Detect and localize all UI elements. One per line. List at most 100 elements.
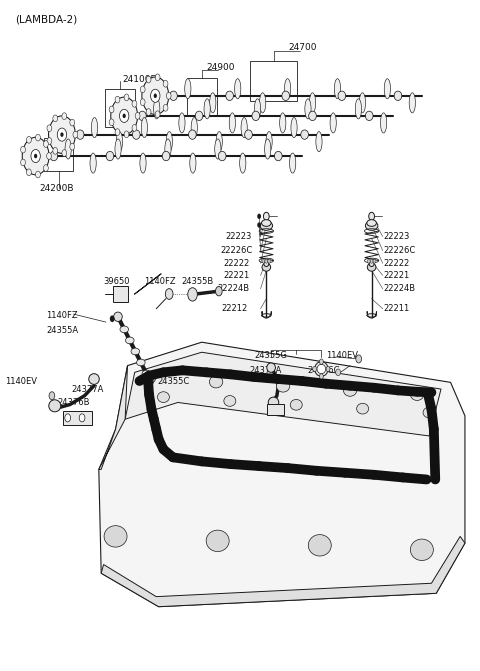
Ellipse shape	[241, 117, 247, 138]
Ellipse shape	[335, 79, 341, 99]
Ellipse shape	[384, 79, 390, 99]
Ellipse shape	[343, 384, 357, 397]
Ellipse shape	[191, 117, 197, 138]
Circle shape	[115, 129, 120, 136]
Circle shape	[47, 153, 51, 160]
Ellipse shape	[179, 113, 185, 133]
Circle shape	[146, 109, 151, 115]
Bar	[113, 286, 128, 303]
Ellipse shape	[262, 263, 271, 271]
Circle shape	[140, 99, 145, 105]
Circle shape	[320, 359, 323, 364]
Ellipse shape	[140, 153, 146, 173]
Circle shape	[31, 150, 40, 162]
Ellipse shape	[285, 79, 291, 99]
Circle shape	[122, 113, 126, 118]
Ellipse shape	[367, 263, 376, 271]
Circle shape	[73, 132, 78, 138]
Ellipse shape	[245, 130, 252, 140]
Circle shape	[22, 138, 49, 174]
Ellipse shape	[142, 370, 151, 377]
Ellipse shape	[409, 93, 415, 113]
Ellipse shape	[166, 132, 172, 152]
Circle shape	[79, 414, 85, 422]
Polygon shape	[125, 352, 441, 436]
Ellipse shape	[266, 132, 272, 152]
Ellipse shape	[367, 219, 376, 226]
Circle shape	[163, 105, 168, 111]
Text: 1140FZ: 1140FZ	[46, 311, 78, 320]
Circle shape	[60, 132, 63, 137]
Ellipse shape	[262, 219, 271, 226]
Ellipse shape	[357, 403, 369, 414]
Circle shape	[26, 169, 31, 176]
Circle shape	[356, 355, 361, 363]
Ellipse shape	[280, 113, 286, 133]
Circle shape	[264, 212, 269, 220]
Ellipse shape	[355, 99, 361, 119]
Circle shape	[166, 93, 171, 99]
Ellipse shape	[104, 525, 127, 547]
Circle shape	[34, 154, 37, 158]
Ellipse shape	[289, 153, 296, 173]
Ellipse shape	[305, 99, 311, 119]
Ellipse shape	[210, 93, 216, 113]
Ellipse shape	[369, 261, 374, 266]
Ellipse shape	[120, 326, 129, 333]
Ellipse shape	[410, 389, 424, 401]
Circle shape	[151, 89, 160, 103]
Ellipse shape	[115, 139, 121, 159]
Circle shape	[188, 288, 197, 301]
Circle shape	[109, 106, 114, 113]
Circle shape	[265, 259, 268, 263]
Text: 22224B: 22224B	[384, 284, 416, 293]
Text: (LAMBDA-2): (LAMBDA-2)	[15, 15, 77, 24]
Text: 24376C: 24376C	[307, 366, 339, 375]
Ellipse shape	[218, 152, 226, 161]
Circle shape	[62, 150, 67, 156]
Text: 24377A: 24377A	[250, 366, 282, 375]
Circle shape	[373, 259, 376, 263]
Ellipse shape	[316, 132, 322, 152]
Text: 22223: 22223	[384, 232, 410, 241]
Ellipse shape	[276, 380, 290, 392]
Text: 24355B: 24355B	[181, 277, 214, 287]
Text: 22211: 22211	[384, 304, 410, 313]
Ellipse shape	[49, 400, 61, 412]
Ellipse shape	[423, 407, 435, 418]
Text: 24200B: 24200B	[39, 184, 73, 193]
Circle shape	[47, 138, 52, 144]
Circle shape	[262, 259, 265, 263]
Text: 22212: 22212	[222, 304, 248, 313]
Circle shape	[165, 289, 173, 299]
Text: 22222: 22222	[223, 259, 250, 268]
Circle shape	[257, 213, 261, 219]
Ellipse shape	[240, 153, 246, 173]
Circle shape	[26, 136, 31, 143]
Circle shape	[216, 287, 222, 296]
Circle shape	[124, 131, 129, 138]
Circle shape	[49, 392, 55, 400]
Circle shape	[163, 81, 168, 87]
Ellipse shape	[264, 261, 269, 266]
Circle shape	[145, 374, 154, 386]
Circle shape	[120, 109, 129, 122]
Ellipse shape	[106, 152, 114, 161]
Ellipse shape	[268, 397, 279, 408]
Polygon shape	[101, 536, 465, 607]
Text: 24900: 24900	[206, 63, 235, 72]
Circle shape	[155, 74, 160, 81]
Circle shape	[44, 141, 48, 148]
Ellipse shape	[315, 362, 328, 376]
Circle shape	[367, 259, 370, 263]
Circle shape	[36, 134, 40, 141]
Circle shape	[370, 259, 373, 263]
Text: 24376B: 24376B	[57, 398, 90, 407]
Circle shape	[62, 113, 67, 119]
Ellipse shape	[310, 93, 316, 113]
Circle shape	[132, 101, 137, 107]
Circle shape	[53, 115, 58, 121]
Circle shape	[70, 119, 74, 126]
Ellipse shape	[291, 117, 297, 138]
Ellipse shape	[226, 91, 233, 101]
